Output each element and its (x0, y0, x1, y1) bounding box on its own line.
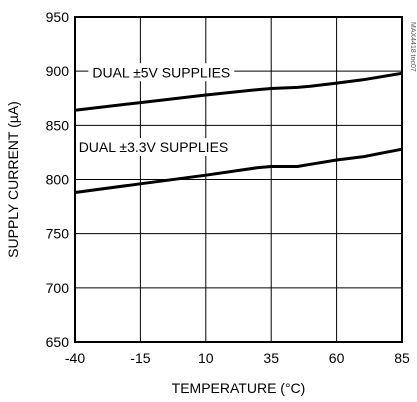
figure-id-watermark: MAX4418 toc07 (409, 22, 416, 72)
series-line (74, 147, 403, 194)
x-tick-label: 35 (263, 350, 279, 366)
y-tick-label: 750 (46, 226, 70, 242)
y-tick-label: 800 (46, 172, 70, 188)
series-line (74, 71, 403, 112)
x-tick-label: 85 (394, 350, 410, 366)
x-axis-label: TEMPERATURE (°C) (172, 380, 306, 396)
y-tick-label: 650 (46, 334, 70, 350)
plot-frame (74, 16, 403, 343)
y-tick-label: 850 (46, 117, 70, 133)
x-tick-label: -15 (130, 350, 150, 366)
x-tick-label: -40 (65, 350, 85, 366)
y-tick-label: 900 (46, 63, 70, 79)
series-label: DUAL ±5V SUPPLIES (92, 64, 230, 80)
x-tick-label: 60 (329, 350, 345, 366)
series-labels: DUAL ±5V SUPPLIES DUAL ±3.3V SUPPLIES (74, 63, 235, 156)
y-tick-label: 950 (46, 9, 70, 25)
y-axis-label: SUPPLY CURRENT (µA) (5, 101, 21, 258)
x-tick-label: 10 (198, 350, 214, 366)
series-layer (74, 71, 403, 194)
series-label-background (74, 138, 233, 156)
tick-labels: -40 -15 10 35 60 85 650 700 750 800 850 900 950 (46, 9, 410, 366)
series-label: DUAL ±3.3V SUPPLIES (79, 139, 229, 155)
series-label-background (88, 63, 235, 82)
y-tick-label: 700 (46, 280, 70, 296)
